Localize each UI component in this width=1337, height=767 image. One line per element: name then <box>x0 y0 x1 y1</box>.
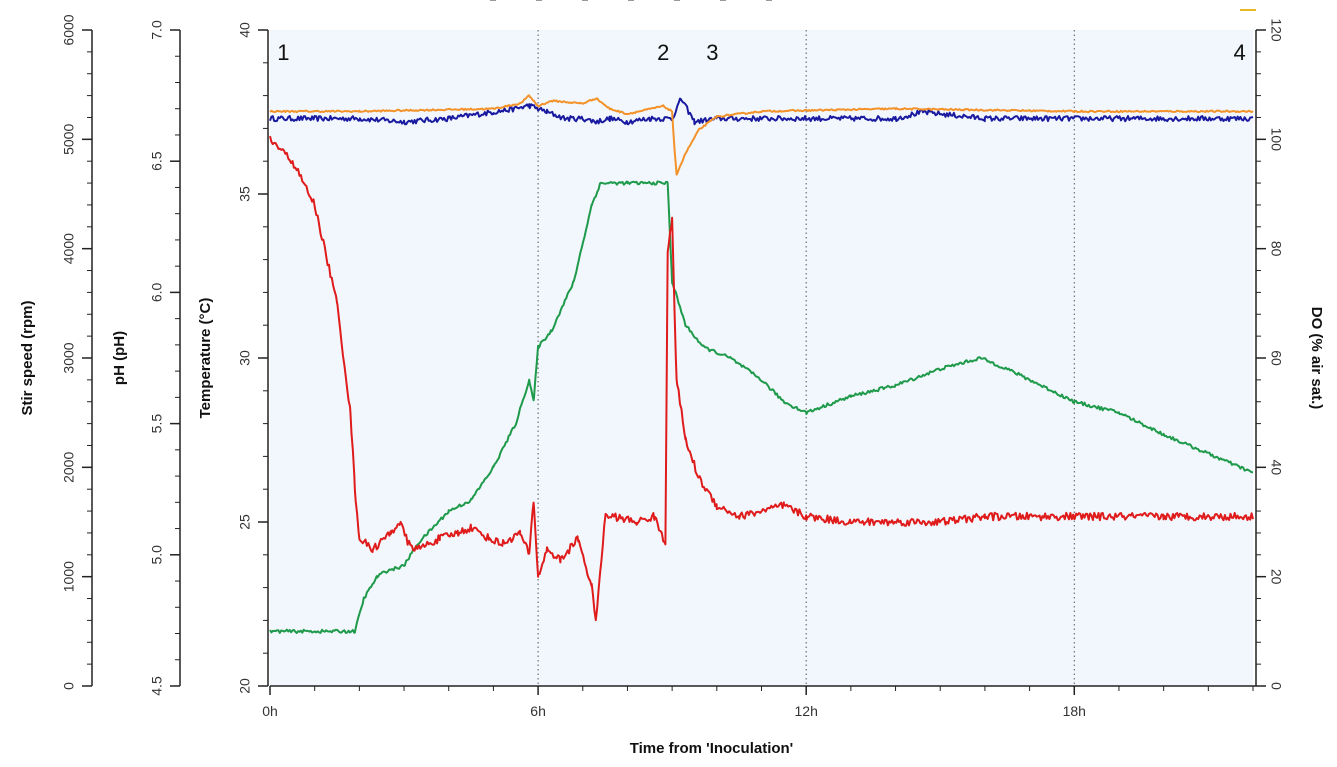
stir-tick-label: 4000 <box>61 233 77 264</box>
x-tick-label: 0h <box>262 703 278 719</box>
do-axis-title: DO (% air sat.) <box>1308 307 1325 410</box>
ph-tick-label: 6.5 <box>149 151 165 171</box>
stir-tick-label: 6000 <box>61 14 77 45</box>
series-layer <box>269 94 1254 634</box>
do-tick-label: 0 <box>1268 682 1284 690</box>
stir-tick-label: 2000 <box>61 452 77 483</box>
stir-tick-label: 1000 <box>61 561 77 592</box>
do-tick-label: 20 <box>1268 569 1284 585</box>
series-line-temperature <box>269 97 1254 126</box>
event-marker-2: 2 <box>657 40 669 65</box>
temp-axis-title: Temperature (°C) <box>197 298 214 419</box>
temp-tick-label: 25 <box>237 514 253 530</box>
do-tick-label: 80 <box>1268 241 1284 257</box>
temp-tick-label: 40 <box>237 22 253 38</box>
do-tick-label: 40 <box>1268 460 1284 476</box>
grid-layer <box>537 30 1075 686</box>
stir-tick-label: 0 <box>61 682 77 690</box>
event-marker-4: 4 <box>1233 40 1245 65</box>
ph-tick-label: 5.5 <box>149 414 165 434</box>
stir-axis-title: Stir speed (rpm) <box>19 300 36 415</box>
x-tick-label: 18h <box>1063 703 1086 719</box>
event-marker-3: 3 <box>706 40 718 65</box>
ph-tick-label: 4.5 <box>149 676 165 696</box>
temp-tick-label: 30 <box>237 350 253 366</box>
temp-tick-label: 20 <box>237 678 253 694</box>
series-line-ph <box>269 94 1254 176</box>
stir-tick-label: 5000 <box>61 124 77 155</box>
do-tick-label: 60 <box>1268 350 1284 366</box>
do-tick-label: 100 <box>1268 128 1284 152</box>
x-tick-label: 6h <box>530 703 546 719</box>
stir-tick-label: 3000 <box>61 342 77 373</box>
ph-tick-label: 7.0 <box>149 20 165 40</box>
axes-layer <box>82 29 1266 695</box>
ph-tick-label: 5.0 <box>149 545 165 565</box>
series-line-do <box>269 135 1254 622</box>
temp-tick-label: 35 <box>237 186 253 202</box>
x-tick-label: 12h <box>795 703 818 719</box>
ph-axis-title: pH (pH) <box>111 331 128 385</box>
plot-area <box>270 30 1253 686</box>
event-marker-1: 1 <box>277 40 289 65</box>
ph-tick-label: 6.0 <box>149 282 165 302</box>
do-tick-label: 120 <box>1268 18 1284 42</box>
x-axis-title: Time from 'Inoculation' <box>630 740 794 757</box>
series-line-stir-speed <box>269 180 1254 634</box>
